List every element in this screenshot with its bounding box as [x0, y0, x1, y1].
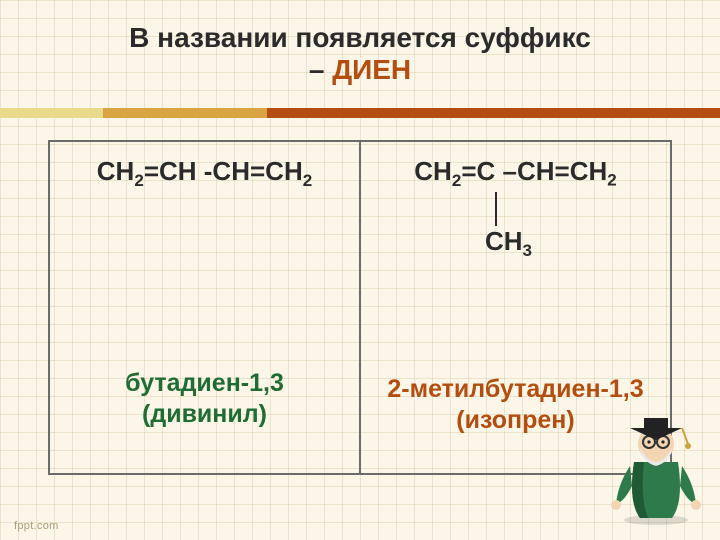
professor-cartoon-icon [610, 406, 702, 526]
title-line2: – ДИЕН [40, 54, 680, 86]
title-dash: – [309, 54, 332, 85]
slide-title: В названии появляется суффикс – ДИЕН [0, 22, 720, 86]
formula-left: CH2=CH -CH=CH2 [60, 158, 349, 190]
watermark: fppt.com [14, 520, 59, 532]
name-right-line1: 2-метилбутадиен-1,3 [361, 374, 670, 405]
name-left-line2: (дивинил) [50, 399, 359, 430]
branch-bond-line [495, 192, 497, 226]
accent-bar [0, 108, 720, 118]
accent-seg-1 [0, 108, 103, 118]
accent-seg-2 [103, 108, 268, 118]
branch-label: СН3 [364, 226, 653, 261]
formula-right: CH2=C –CH=CH2 [371, 158, 660, 190]
accent-seg-3 [267, 108, 720, 118]
title-highlight: ДИЕН [332, 54, 411, 85]
table-cell-left: CH2=CH -CH=CH2 бутадиен-1,3 (дивинил) [50, 142, 361, 473]
comparison-table: CH2=CH -CH=CH2 бутадиен-1,3 (дивинил) CH… [48, 140, 672, 475]
slide: В названии появляется суффикс – ДИЕН CH2… [0, 0, 720, 540]
compound-name-left: бутадиен-1,3 (дивинил) [50, 368, 359, 429]
name-left-line1: бутадиен-1,3 [50, 368, 359, 399]
title-line1: В названии появляется суффикс [40, 22, 680, 54]
